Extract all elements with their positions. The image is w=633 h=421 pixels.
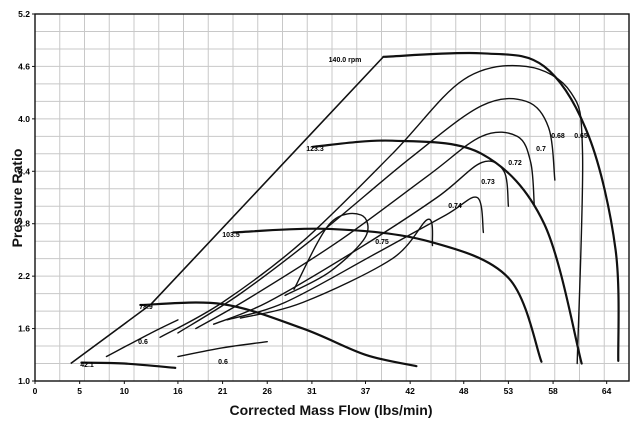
x-tick-label: 48 [459,386,469,396]
x-tick-label: 58 [548,386,558,396]
efficiency-island-line [177,340,268,358]
tick-labels: 0 5 10 16 21 26 31 37 42 48 53 58 64 1.0 1.6 2.2 2.8 3.4 4… [18,9,611,396]
speed-line [139,301,418,368]
x-tick-label: 64 [602,386,612,396]
curve-label: 78.9 [139,304,153,311]
efficiency-island-line [105,319,179,358]
curve-label: 42.1 [80,362,94,369]
y-tick-label: 1.6 [18,324,30,334]
surge-line [70,56,384,365]
plot-frame [34,13,630,382]
x-tick-label: 21 [218,386,228,396]
curve-label: 0.75 [375,239,389,246]
curve-label: 140.0 rpm [329,57,362,64]
speed-line [382,51,620,363]
x-tick-label: 42 [405,386,415,396]
curve-label: 0.6 [138,339,148,346]
x-tick-label: 26 [263,386,273,396]
y-tick-label: 5.2 [18,9,30,19]
x-tick-label: 16 [173,386,183,396]
efficiency-island-line [239,218,434,319]
curve-label: 0.72 [508,160,522,167]
y-tick-label: 4.6 [18,61,30,71]
speed-line [232,227,543,363]
efficiency-island-line [159,64,584,365]
curve-label: 103.5 [222,232,240,239]
speed-line [311,139,583,365]
x-tick-label: 10 [120,386,130,396]
curve-label: 0.74 [448,203,462,210]
speed-line [80,361,177,369]
y-axis-title: Pressure Ratio [9,149,25,248]
efficiency-island-line [195,131,536,330]
x-axis-title: Corrected Mass Flow (lbs/min) [229,402,432,418]
y-tick-label: 2.2 [18,271,30,281]
curves [70,51,620,369]
efficiency-island-line [226,196,485,321]
curve-label: 0.73 [481,179,495,186]
y-tick-label: 3.4 [18,166,30,176]
x-tick-label: 37 [361,386,371,396]
curve-label: 0.7 [536,146,546,153]
x-tick-label: 5 [77,386,82,396]
annotations: 140.0 rpm 123.3 103.5 78.9 42.1 0.6 0.6 0.65 0.6… [80,57,588,369]
y-tick-label: 2.8 [18,219,30,229]
efficiency-island-line [212,160,510,325]
curve-label: 0.65 [574,133,588,140]
x-tick-label: 0 [33,386,38,396]
x-tick-label: 53 [504,386,514,396]
curve-label: 123.3 [306,146,324,153]
efficiency-island-line [177,97,556,334]
y-tick-label: 1.0 [18,376,30,386]
x-tick-label: 31 [307,386,317,396]
efficiency-island-line [284,212,369,297]
curve-label: 0.68 [551,133,565,140]
curve-label: 0.6 [218,359,228,366]
y-tick-label: 4.0 [18,114,30,124]
